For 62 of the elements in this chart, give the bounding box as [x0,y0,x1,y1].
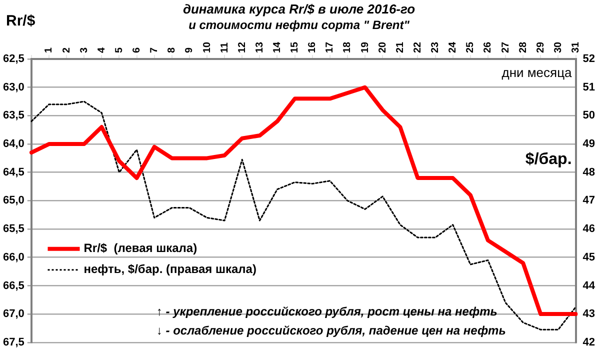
annotation: ↓ - ослабление российского рубля, падение цен на нефть [156,324,506,338]
y-tick-label: 64,5 [2,166,24,178]
y-tick-label: 67,0 [2,308,24,320]
y2-tick-label: 42 [582,336,596,348]
y-axis-title: Rr/$ [6,12,36,30]
legend-label: нефть, $/бар. (правая шкала) [84,262,256,276]
y2-tick-label: 50 [582,110,596,122]
x-tick-label: 15 [290,41,301,53]
x-tick-label: 9 [184,47,196,53]
y-tick-label: 67,5 [2,336,24,348]
x-tick-label: 10 [202,41,213,53]
y2-tick-label: 52 [582,53,596,66]
x-tick-label: 7 [149,47,160,53]
x-tick-label: 4 [96,47,108,53]
x-tick-label: 24 [448,41,459,53]
x-tick-label: 8 [166,47,178,53]
x-tick-label: 26 [482,41,494,53]
x-tick-label: 29 [535,41,546,53]
legend-label: Rr/$ (левая шкала) [84,241,198,256]
x-tick-label: 22 [412,41,424,53]
chart-title: динамика курса Rr/$ в июле 2016-го [182,1,416,16]
x-tick-label: 23 [430,41,442,53]
y-tick-label: 62,5 [2,53,24,66]
y2-tick-label: 49 [582,138,596,150]
y-tick-label: 64,0 [2,138,24,150]
y-tick-label: 66,5 [2,280,24,292]
x-tick-label: 1 [44,47,55,53]
y-tick-label: 63,5 [2,110,24,122]
y-tick-label: 65,5 [2,223,24,236]
y2-tick-label: 44 [582,280,596,292]
x-tick-label: 2 [61,47,72,53]
x-tick-label: 14 [272,41,283,53]
y2-tick-label: 48 [582,166,596,178]
x-tick-label: 31 [570,41,582,53]
x-tick-label: 3 [78,47,90,53]
x-tick-label: 30 [552,41,564,53]
x-tick-label: 28 [518,41,529,53]
annotation: ↑ - укрепление российского рубля, рост цены на нефть [156,304,498,319]
chart-subtitle: и стоимости нефти сорта " Brent" [188,18,410,32]
y2-tick-label: 46 [582,223,596,236]
x-tick-label: 13 [254,41,266,53]
x-tick-label: 19 [360,41,371,53]
y-tick-label: 66,0 [2,251,24,264]
x-tick-label: 17 [324,41,336,53]
x-tick-label: 21 [394,41,406,53]
y2-tick-label: 43 [582,308,596,320]
x-axis-title: дни месяца [502,65,573,80]
y2-axis-title: $/бар. [525,151,572,168]
x-tick-label: 27 [500,41,512,53]
x-tick-label: 20 [377,41,388,53]
x-tick-label: 5 [114,47,125,53]
y2-tick-label: 45 [582,251,596,264]
x-tick-label: 11 [219,42,230,53]
x-tick-label: 12 [236,41,248,53]
x-tick-label: 16 [307,41,318,53]
y2-tick-label: 51 [582,81,596,94]
x-tick-label: 6 [132,47,143,53]
y-tick-label: 65,0 [2,194,24,207]
x-tick-label: 18 [342,41,354,53]
x-tick-label: 25 [465,41,476,53]
y2-tick-label: 47 [582,194,596,207]
y-tick-label: 63,0 [2,81,24,94]
